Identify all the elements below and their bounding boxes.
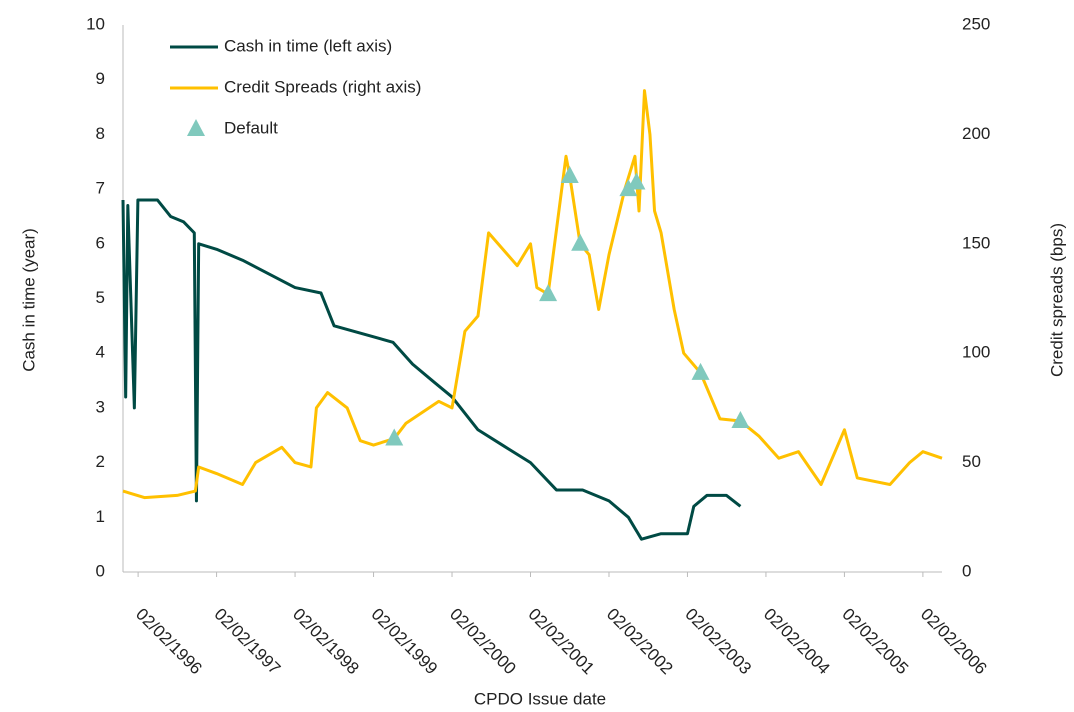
y2-tick-label: 150 — [962, 233, 990, 252]
y2-tick-label: 0 — [962, 561, 971, 580]
y-tick-label: 6 — [96, 233, 105, 252]
series-line — [121, 198, 742, 541]
x-tick-label: 02/02/1997 — [211, 605, 285, 679]
default-marker — [691, 362, 710, 380]
y2-axis-title: Credit spreads (bps) — [1047, 223, 1066, 377]
y2-tick-label: 250 — [962, 14, 990, 33]
x-tick-label: 02/02/2005 — [838, 605, 912, 679]
legend-label: Credit Spreads (right axis) — [224, 77, 421, 96]
y-axis-title: Cash in time (year) — [19, 228, 38, 372]
default-marker — [619, 179, 638, 197]
default-marker — [731, 411, 750, 429]
y2-tick-label: 200 — [962, 124, 990, 143]
x-tick-label: 02/02/1996 — [132, 605, 206, 679]
y-tick-label: 0 — [96, 561, 105, 580]
legend-label: Default — [224, 118, 278, 137]
x-tick-label: 02/02/2003 — [681, 605, 755, 679]
y-tick-label: 2 — [96, 452, 105, 471]
y-tick-label: 4 — [96, 343, 105, 362]
default-marker — [627, 172, 646, 190]
legend-symbol — [187, 119, 205, 136]
y-tick-label: 1 — [96, 507, 105, 526]
x-tick-label: 02/02/2001 — [525, 605, 599, 679]
y-tick-label: 5 — [96, 288, 105, 307]
y-tick-label: 3 — [96, 397, 105, 416]
y-tick-label: 8 — [96, 124, 105, 143]
default-marker — [385, 428, 404, 446]
y-tick-label: 9 — [96, 69, 105, 88]
default-marker — [560, 165, 579, 183]
series-line — [122, 89, 943, 500]
x-tick-label: 02/02/1998 — [289, 605, 363, 679]
x-tick-label: 02/02/2006 — [917, 605, 991, 679]
y2-tick-label: 100 — [962, 343, 990, 362]
x-axis-title: CPDO Issue date — [474, 689, 606, 708]
y-tick-label: 10 — [86, 14, 105, 33]
x-tick-label: 02/02/2004 — [760, 605, 834, 679]
x-tick-label: 02/02/2002 — [603, 605, 677, 679]
y-tick-label: 7 — [96, 179, 105, 198]
legend-label: Cash in time (left axis) — [224, 36, 392, 55]
default-marker — [571, 233, 590, 251]
y2-tick-label: 50 — [962, 452, 981, 471]
x-tick-label: 02/02/1999 — [368, 605, 442, 679]
x-tick-label: 02/02/2000 — [446, 605, 520, 679]
default-marker — [539, 284, 558, 302]
